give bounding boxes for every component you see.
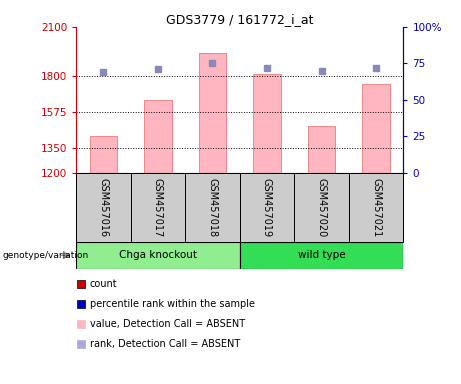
Text: rank, Detection Call = ABSENT: rank, Detection Call = ABSENT xyxy=(90,339,240,349)
Bar xyxy=(254,74,281,173)
Bar xyxy=(76,242,240,269)
Text: Chga knockout: Chga knockout xyxy=(119,250,197,260)
Text: GSM457018: GSM457018 xyxy=(207,178,218,237)
Bar xyxy=(77,280,85,288)
Title: GDS3779 / 161772_i_at: GDS3779 / 161772_i_at xyxy=(166,13,313,26)
Text: GSM457020: GSM457020 xyxy=(317,178,326,237)
Text: GSM457019: GSM457019 xyxy=(262,178,272,237)
Text: GSM457021: GSM457021 xyxy=(371,178,381,237)
Bar xyxy=(240,242,403,269)
Text: GSM457017: GSM457017 xyxy=(153,178,163,237)
Text: wild type: wild type xyxy=(298,250,345,260)
Bar xyxy=(77,340,85,348)
Bar xyxy=(76,173,130,242)
Bar xyxy=(77,320,85,328)
Bar xyxy=(308,126,335,173)
Bar xyxy=(130,173,185,242)
Text: genotype/variation: genotype/variation xyxy=(2,251,89,260)
Text: GSM457016: GSM457016 xyxy=(98,178,108,237)
Bar xyxy=(240,173,294,242)
Bar xyxy=(349,173,403,242)
Text: count: count xyxy=(90,279,118,289)
Bar xyxy=(90,136,117,173)
Bar xyxy=(199,53,226,173)
Bar xyxy=(185,173,240,242)
Bar xyxy=(294,173,349,242)
Bar xyxy=(144,100,171,173)
Text: percentile rank within the sample: percentile rank within the sample xyxy=(90,299,255,309)
Bar xyxy=(77,300,85,308)
Text: value, Detection Call = ABSENT: value, Detection Call = ABSENT xyxy=(90,319,245,329)
Bar xyxy=(362,84,390,173)
